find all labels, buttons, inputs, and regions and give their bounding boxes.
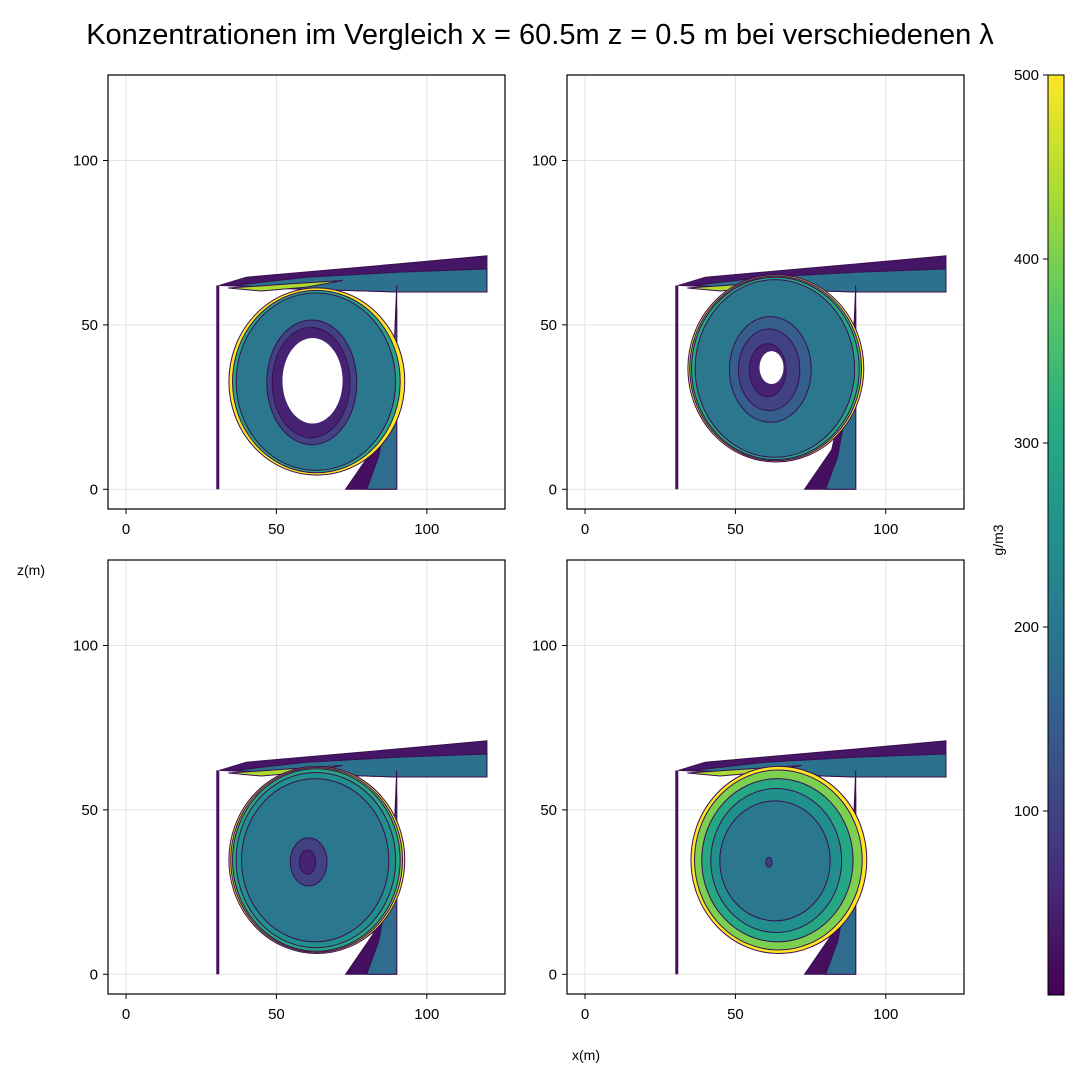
panel-top-right: 0 50 100 0 50 100 [532, 74, 965, 538]
left-column [216, 770, 220, 975]
y-tick-label: 0 [549, 966, 557, 983]
y-axis-label: z(m) [17, 562, 45, 578]
x-tick-label: 0 [122, 521, 130, 538]
colorbar-ticks: 100 200 300 400 500 [1014, 67, 1048, 820]
contour-ring [765, 857, 773, 868]
panel-top-left: 0 50 100 0 50 100 [73, 74, 506, 538]
x-tick-label: 100 [414, 1006, 439, 1023]
y-tick-label: 50 [81, 317, 98, 334]
y-tick-label: 0 [90, 966, 98, 983]
panel-bottom-right: 0 50 100 0 50 100 [532, 559, 965, 1023]
y-tick-label: 100 [73, 152, 98, 169]
x-tick-label: 50 [268, 521, 285, 538]
colorbar-tick-label: 300 [1014, 435, 1039, 452]
colorbar-tick-label: 200 [1014, 619, 1039, 636]
x-tick-label: 0 [122, 1006, 130, 1023]
contour-ring [298, 849, 317, 875]
colorbar-tick-label: 500 [1014, 67, 1039, 84]
y-tick-label: 50 [81, 802, 98, 819]
panel-bottom-left: 0 50 100 0 50 100 [73, 559, 506, 1023]
x-tick-label: 0 [581, 1006, 589, 1023]
colorbar [1047, 74, 1065, 996]
x-tick-label: 50 [727, 1006, 744, 1023]
vortex-core-empty [282, 338, 343, 424]
y-tick-label: 100 [73, 637, 98, 654]
duct-field [219, 740, 488, 778]
colorbar-label: g/m3 [990, 524, 1006, 555]
duct-field [678, 740, 947, 778]
duct-field [219, 255, 488, 293]
left-column [675, 770, 679, 975]
left-column [675, 285, 679, 490]
axes-frame [566, 559, 965, 995]
y-tick-label: 100 [532, 152, 557, 169]
axes-frame [107, 559, 506, 995]
colorbar-tick-label: 400 [1014, 251, 1039, 268]
y-tick-label: 0 [90, 481, 98, 498]
figure-title: Konzentrationen im Vergleich x = 60.5m z… [86, 19, 994, 51]
concentration-field [216, 255, 488, 490]
axes-frame [107, 74, 506, 510]
axes-frame [566, 74, 965, 510]
x-tick-label: 100 [414, 521, 439, 538]
duct-band [228, 279, 343, 292]
x-tick-label: 100 [873, 1006, 898, 1023]
y-tick-label: 100 [532, 637, 557, 654]
x-tick-label: 100 [873, 521, 898, 538]
x-tick-label: 50 [268, 1006, 285, 1023]
concentration-field [675, 740, 947, 975]
concentration-field [675, 255, 947, 490]
y-tick-label: 50 [540, 802, 557, 819]
concentration-field [216, 740, 488, 975]
vortex-core-empty [759, 351, 784, 385]
x-tick-label: 0 [581, 521, 589, 538]
x-axis-label: x(m) [572, 1047, 600, 1063]
panels: 0 50 100 0 50 100 0 50 100 0 50 100 0 50 100 0 50 100 0 50 1… [73, 74, 965, 1023]
x-tick-label: 50 [727, 521, 744, 538]
left-column [216, 285, 220, 490]
y-tick-label: 50 [540, 317, 557, 334]
contour-ring [719, 800, 831, 922]
colorbar-tick-label: 100 [1014, 803, 1039, 820]
y-tick-label: 0 [549, 481, 557, 498]
